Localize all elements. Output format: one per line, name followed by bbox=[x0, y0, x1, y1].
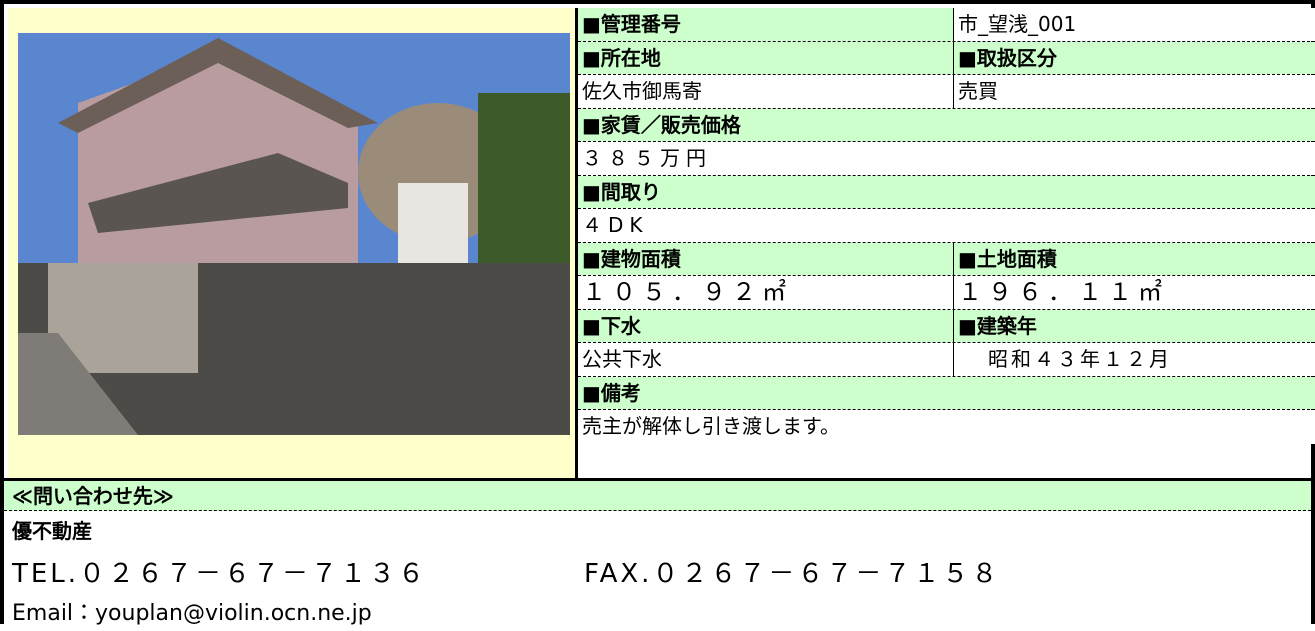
label-cell: ■下水 bbox=[578, 309, 954, 342]
label-cell: ■土地面積 bbox=[954, 242, 1315, 275]
photo-illustration bbox=[18, 33, 570, 435]
value-cell: 売主が解体し引き渡します。 bbox=[578, 410, 1315, 444]
value-cell: 佐久市御馬寄 bbox=[578, 75, 954, 108]
value-cell: 売買 bbox=[954, 75, 1315, 108]
value-cell: 昭和４３年１２月 bbox=[954, 343, 1315, 376]
tel: TEL.０２６７－６７－７１３６ bbox=[12, 559, 428, 589]
label-cell: ■所在地 bbox=[578, 41, 954, 74]
contact-heading: ≪問い合わせ先≫ bbox=[4, 481, 1311, 511]
row: 佐久市御馬寄 売買 bbox=[578, 75, 1315, 109]
value-cell: ３８５万円 bbox=[578, 142, 1315, 175]
photo-panel bbox=[8, 8, 578, 478]
row: ■家賃／販売価格 bbox=[578, 108, 1315, 142]
label-cell: ■備考 bbox=[578, 376, 1315, 409]
info-table: ■管理番号 市_望浅_001 ■所在地 ■取扱区分 佐久市御馬寄 売買 ■家賃／… bbox=[578, 8, 1315, 478]
fax: FAX.０２６７－６７－７１５８ bbox=[584, 559, 1001, 589]
row: ■備考 bbox=[578, 376, 1315, 410]
row: ■管理番号 市_望浅_001 bbox=[578, 8, 1315, 42]
row: ■建物面積 ■土地面積 bbox=[578, 242, 1315, 276]
label-cell: ■建物面積 bbox=[578, 242, 954, 275]
value-cell: １９６．１１㎡ bbox=[954, 276, 1315, 309]
value-cell: 市_望浅_001 bbox=[954, 8, 1315, 41]
row: １０５．９２㎡ １９６．１１㎡ bbox=[578, 276, 1315, 310]
label-cell: ■取扱区分 bbox=[954, 41, 1315, 74]
row: 公共下水 昭和４３年１２月 bbox=[578, 343, 1315, 377]
label-cell: ■間取り bbox=[578, 175, 1315, 208]
row: ■間取り bbox=[578, 175, 1315, 209]
label-cell: ■家賃／販売価格 bbox=[578, 108, 1315, 141]
email: Email：youplan@violin.ocn.ne.jp bbox=[12, 601, 372, 626]
row: ■下水 ■建築年 bbox=[578, 309, 1315, 343]
label-cell: ■建築年 bbox=[954, 309, 1315, 342]
property-photo bbox=[18, 33, 570, 435]
value-cell: １０５．９２㎡ bbox=[578, 276, 954, 309]
row: ■所在地 ■取扱区分 bbox=[578, 41, 1315, 75]
value-cell: 公共下水 bbox=[578, 343, 954, 376]
row: 売主が解体し引き渡します。 bbox=[578, 410, 1315, 478]
value-cell: ４DK bbox=[578, 209, 1315, 242]
contact-section: ≪問い合わせ先≫ 優不動産 TEL.０２６７－６７－７１３６ FAX.０２６７－… bbox=[4, 478, 1315, 631]
row: ４DK bbox=[578, 209, 1315, 243]
company-name: 優不動産 bbox=[12, 519, 92, 543]
label-cell: ■管理番号 bbox=[578, 8, 954, 41]
row: ３８５万円 bbox=[578, 142, 1315, 176]
